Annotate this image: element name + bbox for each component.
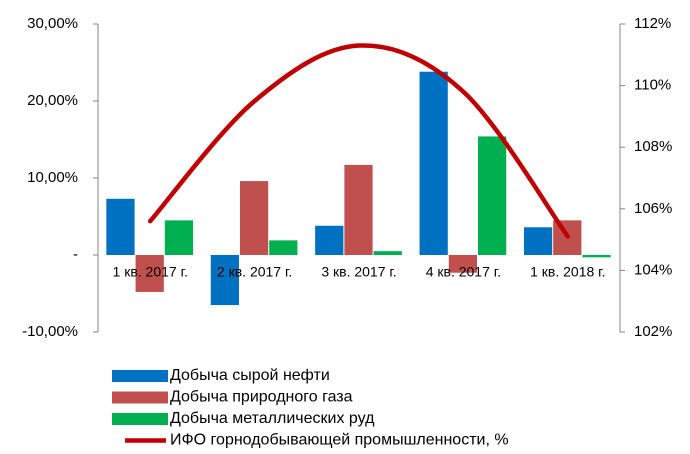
bar xyxy=(315,225,344,255)
bar xyxy=(478,136,507,255)
y-tick-label: 20,00% xyxy=(27,92,78,109)
legend-swatch xyxy=(112,413,168,425)
x-tick-label: 2 кв. 2017 г. xyxy=(217,264,292,280)
bar xyxy=(448,255,478,273)
x-tick-label: 1 кв. 2017 г. xyxy=(113,264,188,280)
legend-label: Добыча сырой нефти xyxy=(170,367,330,384)
bar xyxy=(239,181,269,255)
bar xyxy=(210,255,239,306)
y2-tick-label: 102% xyxy=(634,323,672,340)
bar xyxy=(106,198,135,255)
x-tick-label: 4 кв. 2017 г. xyxy=(426,264,501,280)
x-tick-label: 3 кв. 2017 г. xyxy=(321,264,396,280)
legend-swatch xyxy=(112,391,168,404)
y-tick-label: -10,00% xyxy=(22,323,78,340)
y2-tick-label: 110% xyxy=(634,77,671,94)
bar xyxy=(269,240,298,255)
line xyxy=(147,43,571,239)
y2-tick-label: 106% xyxy=(634,200,672,217)
y-tick-label: 30,00% xyxy=(27,15,78,32)
bar xyxy=(582,255,611,258)
x-tick-label: 1 кв. 2018 г. xyxy=(530,264,605,280)
legend-label: ИФО горнодобывающей промышленности, % xyxy=(170,432,509,449)
y2-tick-label: 112% xyxy=(634,15,671,32)
bar xyxy=(164,220,194,255)
legend-swatch xyxy=(112,370,168,382)
bar xyxy=(135,255,164,292)
bar xyxy=(523,227,553,255)
bar xyxy=(373,251,402,255)
y-tick-label: - xyxy=(73,246,78,263)
bar xyxy=(419,71,448,256)
legend-label: Добыча природного газа xyxy=(170,389,353,406)
y2-tick-label: 108% xyxy=(634,138,672,155)
bar xyxy=(344,164,373,255)
legend-label: Добыча металлических руд xyxy=(170,410,375,427)
y2-tick-label: 104% xyxy=(634,261,672,278)
y-tick-label: 10,00% xyxy=(27,169,78,186)
